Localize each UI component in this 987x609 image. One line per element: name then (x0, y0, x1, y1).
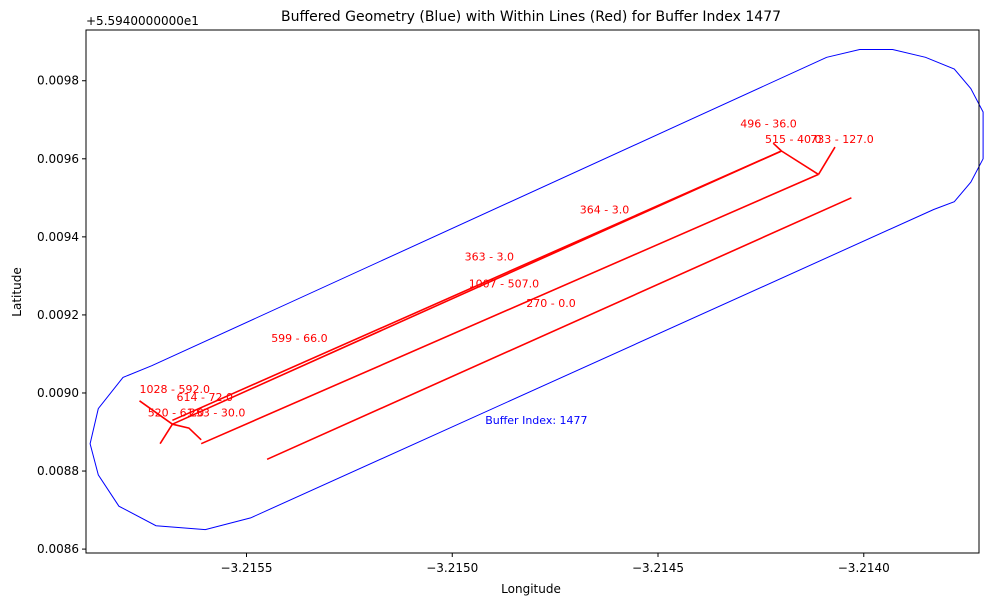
within-line-10 (266, 197, 852, 461)
line-annotation-3: 733 - 127.0 (810, 133, 873, 146)
buffer-index-label: Buffer Index: 1477 (485, 414, 587, 427)
x-axis: −3.2155 −3.2150 −3.2145 −3.2140 (220, 553, 890, 575)
line-annotation-8: 599 - 66.0 (271, 332, 327, 345)
y-axis-label: Latitude (10, 267, 24, 316)
within-line-9 (817, 146, 836, 175)
y-tick-label: 0.0098 (37, 74, 79, 88)
x-tick-label: −3.2140 (838, 561, 890, 575)
line-annotation-10: 614 - 72.0 (177, 391, 233, 404)
line-annotation-6: 1007 - 507.0 (469, 278, 539, 291)
x-tick-label: −3.2155 (220, 561, 272, 575)
within-line-3 (139, 400, 173, 425)
y-tick-label: 0.0094 (37, 230, 79, 244)
line-annotation-11: 520 - 61.0 (148, 406, 204, 419)
y-tick-label: 0.0096 (37, 152, 79, 166)
line-annotation-9: 1028 - 592.0 (140, 383, 210, 396)
line-annotation-7: 270 - 0.0 (526, 297, 575, 310)
x-tick-label: −3.2150 (426, 561, 478, 575)
within-line-5 (172, 423, 202, 441)
x-tick-label: −3.2145 (632, 561, 684, 575)
within-line-8 (200, 173, 819, 445)
y-axis-offset-label: +5.5940000000e1 (86, 14, 199, 28)
line-annotation-4: 364 - 3.0 (580, 203, 629, 216)
buffer-outline (89, 49, 984, 531)
line-annotation-12: 253 - 30.0 (189, 406, 245, 419)
chart-title: Buffered Geometry (Blue) with Within Lin… (281, 9, 781, 25)
y-tick-label: 0.0088 (37, 464, 79, 478)
y-tick-label: 0.0090 (37, 386, 79, 400)
line-annotation-5: 363 - 3.0 (465, 250, 514, 263)
within-line-7 (781, 150, 819, 176)
axes-frame (85, 29, 980, 554)
x-axis-label: Longitude (501, 582, 561, 596)
within-line-4 (159, 423, 174, 445)
y-tick-label: 0.0092 (37, 308, 79, 322)
line-annotation-1: 496 - 36.0 (740, 118, 796, 131)
line-annotation-2: 515 - 40.0 (765, 133, 821, 146)
y-tick-label: 0.0086 (37, 542, 79, 556)
within-line-6 (772, 142, 783, 152)
within-line-2 (172, 150, 782, 422)
y-axis: 0.0086 0.0088 0.0090 0.0092 0.0094 0.0096 0.00… (37, 74, 86, 556)
